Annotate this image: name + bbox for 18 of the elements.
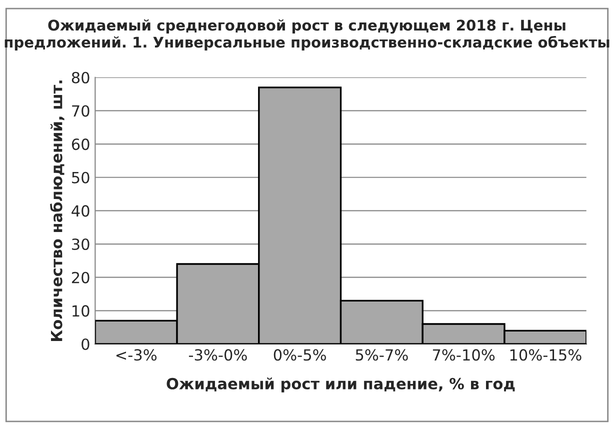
y-tick-label: 40 bbox=[72, 205, 90, 217]
x-tick-label: -3%-0% bbox=[188, 349, 247, 361]
y-tick-label: 50 bbox=[72, 172, 90, 184]
x-tick-label: 0%-5% bbox=[274, 349, 326, 361]
x-tick-label: 5%-7% bbox=[356, 349, 408, 361]
x-tick-label: 10%-15% bbox=[510, 349, 582, 361]
y-tick-label: 10 bbox=[72, 305, 90, 317]
y-tick-label: 0 bbox=[82, 338, 90, 350]
chart-title: Ожидаемый среднегодовой рост в следующем 2018 г. Цены предложений. 1. Универсальные производственно-складские объекты bbox=[4, 19, 610, 51]
x-axis-title: Ожидаемый рост или падение, % в год bbox=[166, 378, 515, 392]
y-tick-label: 60 bbox=[72, 138, 90, 150]
y-tick-label: 70 bbox=[72, 105, 90, 117]
y-axis-title: Количество наблюдений, шт. bbox=[50, 80, 64, 341]
y-tick-label: 80 bbox=[72, 72, 90, 84]
y-tick-label: 20 bbox=[72, 272, 90, 284]
x-tick-label: 7%-10% bbox=[432, 349, 495, 361]
x-tick-label: <-3% bbox=[116, 349, 157, 361]
y-tick-label: 30 bbox=[72, 238, 90, 250]
